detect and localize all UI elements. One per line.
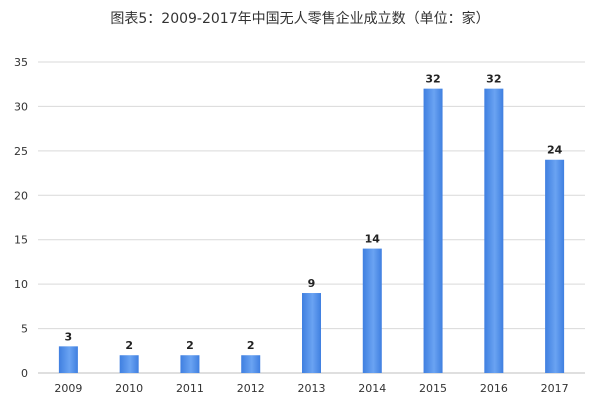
bar-2015: [423, 88, 443, 374]
x-tick-label-2012: 2012: [237, 382, 265, 395]
bar-2009: [58, 346, 78, 373]
y-tick-label-25: 25: [14, 145, 28, 158]
y-tick-label-0: 0: [21, 367, 28, 380]
x-tick-label-2013: 2013: [298, 382, 326, 395]
data-label-2013: 9: [308, 277, 316, 290]
data-label-2016: 32: [486, 73, 501, 86]
chart-title: 图表5：2009-2017年中国无人零售企业成立数（单位：家）: [110, 11, 490, 27]
bar-2016: [484, 88, 504, 374]
labels: 0 5 10 15 20 25 30 35 3 2009 2 2010 2 2011 2 2012 9 2013 1…: [14, 56, 569, 395]
x-tick-label-2017: 2017: [541, 382, 569, 395]
y-tick-label-10: 10: [14, 278, 28, 291]
data-label-2014: 14: [365, 233, 381, 246]
data-label-2011: 2: [186, 339, 194, 352]
data-label-2017: 24: [547, 144, 563, 157]
y-tick-label-20: 20: [14, 189, 28, 202]
bar-2017: [545, 159, 565, 373]
bars: [58, 88, 565, 374]
bar-2010: [119, 355, 139, 373]
x-tick-label-2015: 2015: [419, 382, 447, 395]
x-tick-label-2010: 2010: [115, 382, 143, 395]
y-tick-label-30: 30: [14, 100, 28, 113]
bar-2014: [362, 248, 382, 373]
data-label-2015: 32: [425, 73, 440, 86]
y-tick-label-15: 15: [14, 234, 28, 247]
x-tick-label-2016: 2016: [480, 382, 508, 395]
x-tick-label-2014: 2014: [358, 382, 386, 395]
y-tick-label-35: 35: [14, 56, 28, 69]
x-tick-label-2011: 2011: [176, 382, 204, 395]
bar-2013: [302, 293, 321, 373]
data-label-2012: 2: [247, 339, 255, 352]
x-tick-label-2009: 2009: [54, 382, 82, 395]
bar-2011: [180, 355, 200, 373]
data-label-2010: 2: [125, 339, 133, 352]
data-label-2009: 3: [65, 330, 73, 343]
y-tick-label-5: 5: [21, 323, 28, 336]
bar-2012: [241, 355, 261, 373]
